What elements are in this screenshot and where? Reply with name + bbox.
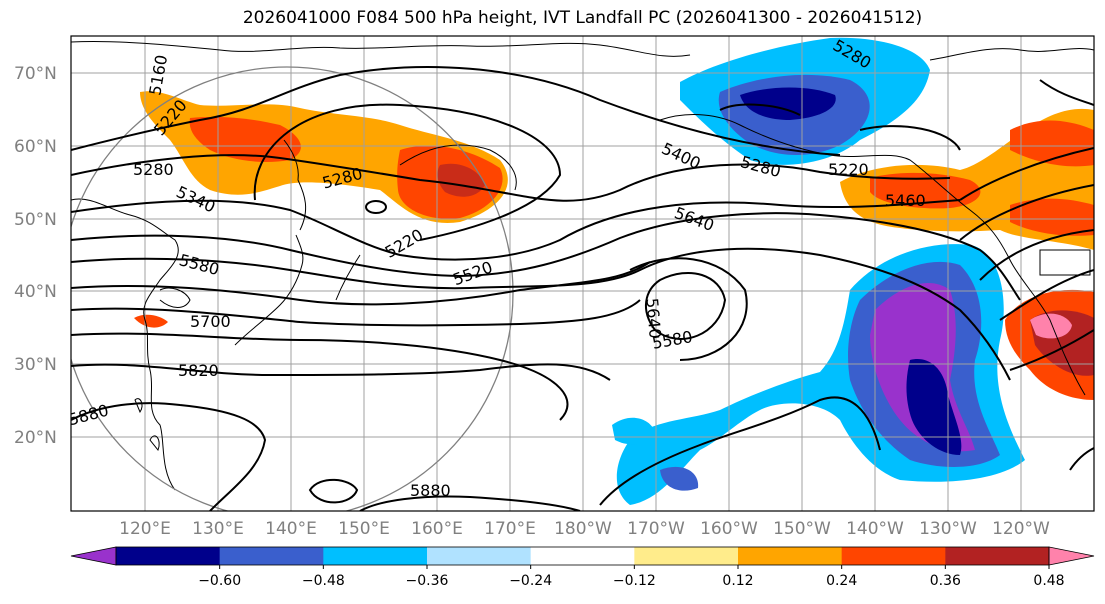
lon-label: 130°W — [919, 519, 977, 539]
colorbar-segment — [945, 547, 1050, 565]
colorbar-segment — [738, 547, 843, 565]
lat-label: 30°N — [14, 355, 57, 375]
colorbar-extend-low — [70, 546, 117, 566]
lon-label: 180°W — [554, 519, 612, 539]
colorbar-segment — [219, 547, 324, 565]
colorbar-segment — [427, 547, 532, 565]
ivt-region — [437, 163, 485, 197]
contour-label: 5640 — [642, 297, 664, 339]
lat-label: 60°N — [14, 137, 57, 157]
ivt-region — [1010, 198, 1094, 236]
colorbar-tick-label: −0.12 — [613, 573, 656, 589]
map-frame — [70, 35, 1095, 512]
ivt-region — [870, 172, 981, 209]
colorbar-segment — [530, 547, 635, 565]
height-contours — [71, 66, 1094, 511]
lat-label: 70°N — [14, 64, 57, 84]
colorbar-tick-label: −0.60 — [198, 573, 241, 589]
contour-label: 5880 — [410, 481, 451, 500]
colorbar: −0.60 −0.48 −0.36 −0.24 −0.12 0.12 0.24 0.36 0.4… — [70, 546, 1095, 589]
lon-label: 120°W — [992, 519, 1050, 539]
colorbar-tick-label: −0.48 — [302, 573, 345, 589]
ivt-region — [134, 314, 168, 328]
latitude-labels: 70°N 60°N 50°N 40°N 30°N 20°N — [14, 64, 57, 448]
graticule — [71, 36, 1094, 511]
range-ring — [71, 66, 514, 511]
lon-label: 120°E — [119, 519, 171, 539]
ivt-positive-shading — [134, 91, 1094, 400]
ivt-region — [1010, 120, 1094, 167]
lon-label: 170°W — [627, 519, 685, 539]
colorbar-segment — [116, 547, 221, 565]
ivt-region — [740, 87, 836, 120]
lat-label: 20°N — [14, 428, 57, 448]
lon-label: 150°E — [338, 519, 390, 539]
longitude-labels: 120°E 130°E 140°E 150°E 160°E 170°E 180°… — [119, 519, 1050, 539]
lon-label: 130°E — [192, 519, 244, 539]
lon-label: 150°W — [773, 519, 831, 539]
colorbar-tick-label: 0.12 — [722, 573, 753, 589]
contour-label: 5460 — [885, 191, 926, 210]
contour-label: 5700 — [190, 312, 231, 331]
map-area: 5160 5220 5280 5340 5580 5700 5820 5880 … — [71, 36, 1094, 511]
colorbar-segment — [634, 547, 739, 565]
lon-label: 170°E — [484, 519, 536, 539]
colorbar-tick-label: −0.24 — [509, 573, 552, 589]
ivt-region — [660, 466, 699, 491]
lon-label: 140°W — [846, 519, 904, 539]
contour-label: 5220 — [828, 160, 869, 179]
map-title: 2026041000 F084 500 hPa height, IVT Land… — [242, 8, 923, 28]
contour-label: 5820 — [178, 361, 219, 380]
colorbar-tick-label: −0.36 — [406, 573, 449, 589]
colorbar-segment — [841, 547, 946, 565]
contour-label: 5280 — [133, 160, 174, 179]
colorbar-tick-label: 0.36 — [930, 573, 961, 589]
lat-label: 40°N — [14, 282, 57, 302]
colorbar-segment — [323, 547, 428, 565]
lat-label: 50°N — [14, 210, 57, 230]
lon-label: 140°E — [265, 519, 317, 539]
lon-label: 160°E — [411, 519, 463, 539]
colorbar-tick-label: 0.24 — [826, 573, 857, 589]
colorbar-tick-label: 0.48 — [1033, 573, 1064, 589]
ivt-region — [612, 417, 655, 445]
lon-label: 160°W — [700, 519, 758, 539]
colorbar-extend-high — [1048, 546, 1095, 566]
ivt-region — [189, 116, 301, 162]
colorbar-outline — [115, 546, 1050, 566]
ivt-region — [1030, 313, 1072, 339]
